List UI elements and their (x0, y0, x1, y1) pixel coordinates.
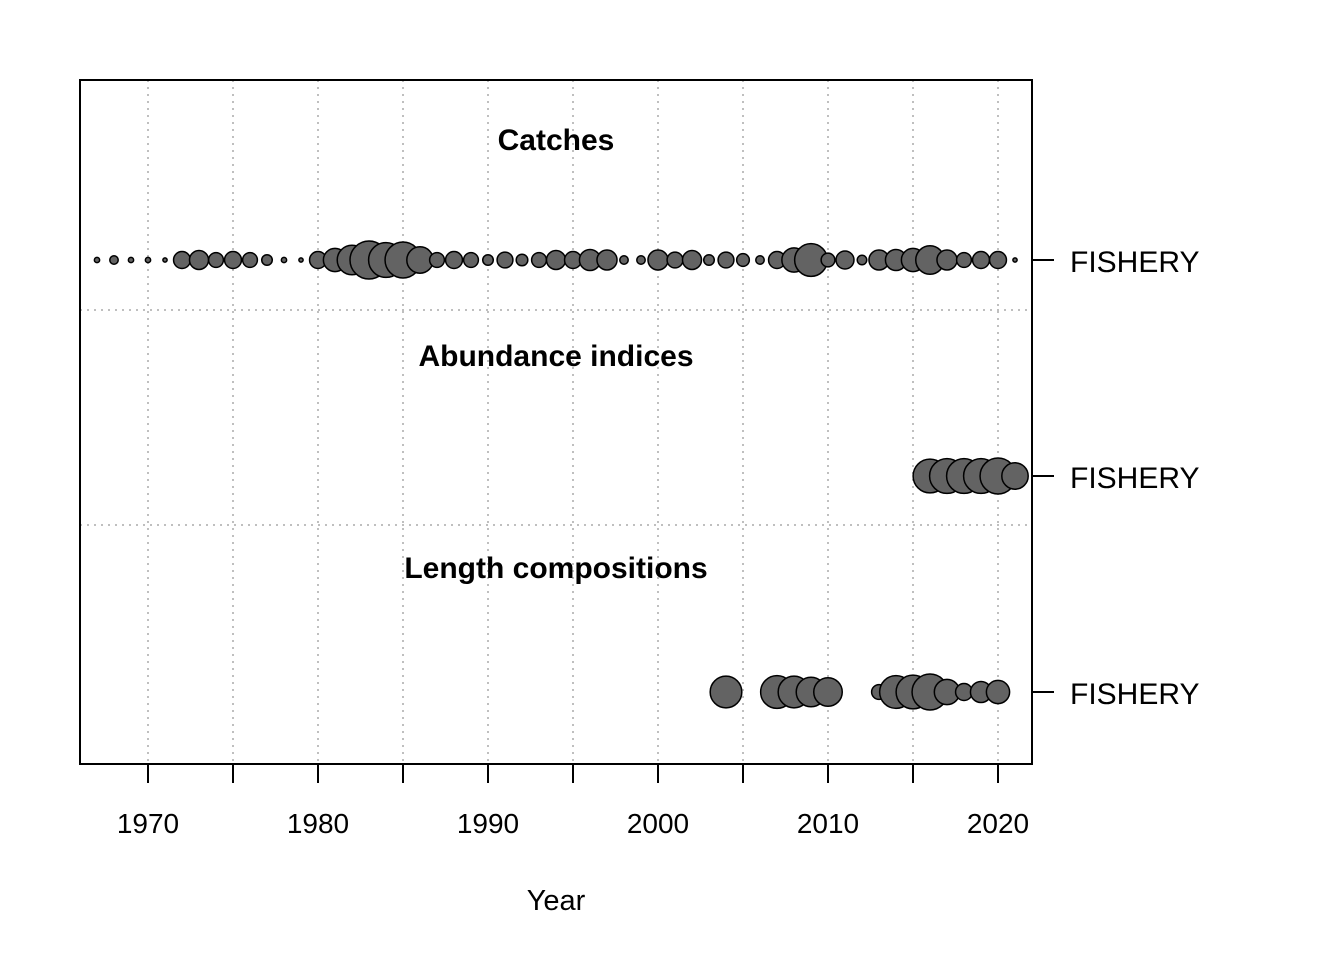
data-point-0-21 (428, 251, 446, 269)
panel-title-length: Length compositions (404, 552, 707, 585)
data-point-0-0 (93, 256, 101, 264)
data-point-0-22 (444, 250, 464, 270)
data-point-0-2 (127, 256, 135, 264)
grid-lines (147, 80, 999, 764)
data-point-2-4 (813, 677, 843, 707)
data-point-0-44 (820, 252, 836, 268)
data-point-0-26 (515, 253, 529, 267)
data-point-1-5 (1001, 462, 1029, 490)
data-point-0-38 (717, 251, 735, 269)
data-point-0-4 (162, 257, 168, 263)
data-point-0-12 (298, 257, 304, 263)
x-axis-title: Year (527, 885, 586, 917)
data-point-0-37 (702, 253, 716, 267)
data-point-0-28 (545, 249, 567, 271)
data-point-0-46 (856, 254, 868, 266)
data-point-0-9 (241, 251, 259, 269)
data-point-0-31 (596, 249, 618, 271)
data-point-0-23 (462, 251, 480, 269)
data-point-0-32 (619, 255, 629, 265)
data-point-0-35 (666, 251, 684, 269)
data-point-2-12 (985, 679, 1011, 705)
data-point-0-10 (260, 253, 274, 267)
data-point-2-0 (709, 675, 743, 709)
fleet-label-abundance: FISHERY (1070, 462, 1199, 495)
x-tick-label-2010: 2010 (797, 808, 859, 839)
data-point-0-1 (109, 255, 119, 265)
data-point-0-25 (496, 251, 514, 269)
data-point-0-53 (971, 250, 991, 270)
x-tick-label-1980: 1980 (287, 808, 349, 839)
fleet-label-length: FISHERY (1070, 678, 1199, 711)
data-point-0-39 (735, 252, 751, 268)
data-point-0-8 (223, 250, 243, 270)
data-point-0-51 (936, 249, 958, 271)
data-point-0-3 (144, 256, 152, 264)
data-point-0-24 (481, 253, 495, 267)
data-point-0-40 (755, 255, 765, 265)
data-point-0-33 (636, 255, 646, 265)
data-point-0-7 (207, 251, 225, 269)
x-tick-label-1970: 1970 (117, 808, 179, 839)
data-point-0-55 (1012, 257, 1018, 263)
panel-title-catches: Catches (498, 124, 615, 157)
x-tick-label-1990: 1990 (457, 808, 519, 839)
x-axis: 1970 1980 1990 2000 2010 2020 (117, 763, 1029, 839)
plot-frame (79, 79, 1033, 765)
panel-title-abundance: Abundance indices (418, 340, 693, 373)
x-tick-label-2000: 2000 (627, 808, 689, 839)
data-point-0-36 (681, 249, 703, 271)
data-point-0-52 (955, 251, 973, 269)
x-tick-label-2020: 2020 (967, 808, 1029, 839)
fleet-label-catches: FISHERY (1070, 246, 1199, 279)
data-point-0-45 (835, 250, 855, 270)
panel-separators (80, 309, 1032, 526)
data-point-0-34 (647, 249, 669, 271)
data-point-0-54 (988, 250, 1008, 270)
data-point-0-11 (280, 256, 288, 264)
data-point-0-27 (530, 251, 548, 269)
data-point-0-5 (172, 250, 192, 270)
data-points (93, 240, 1029, 711)
data-point-0-6 (188, 249, 210, 271)
